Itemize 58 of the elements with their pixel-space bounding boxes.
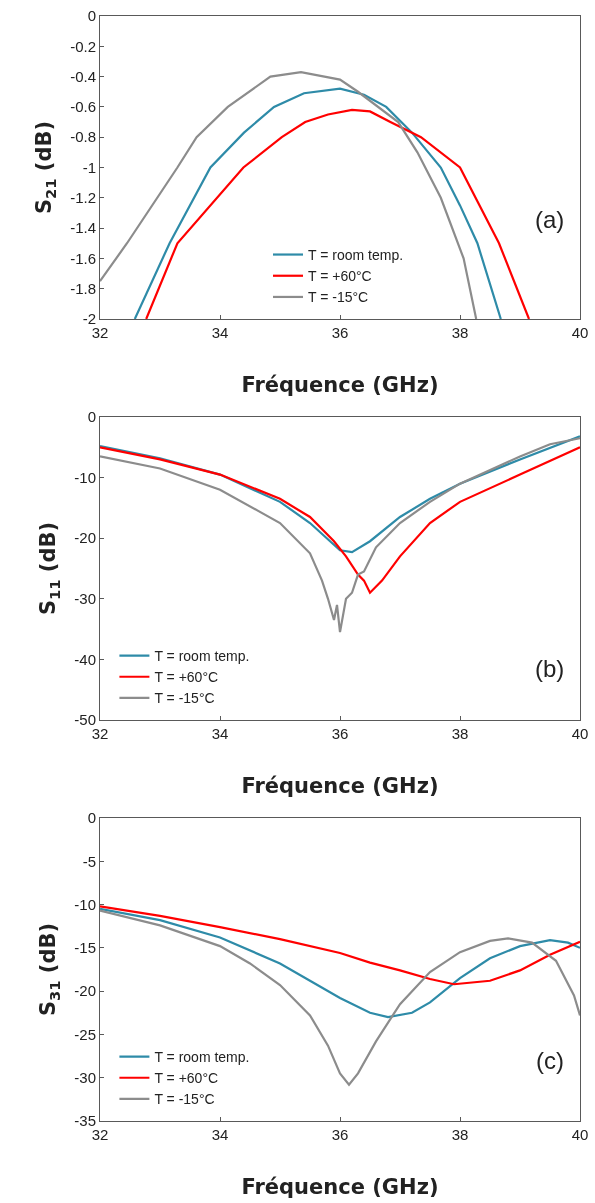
legend-label: T = +60°C xyxy=(154,669,219,686)
x-axis-title: Fréquence (GHz) xyxy=(241,1175,439,1199)
y-tick-label: 0 xyxy=(87,809,96,827)
y-tick-label: -1 xyxy=(82,158,96,176)
annotation: (c) xyxy=(536,1047,564,1074)
x-tick-label: 36 xyxy=(331,324,349,341)
y-tick-label: -20 xyxy=(74,529,96,547)
line-series xyxy=(100,907,580,1019)
x-tick-label: 36 xyxy=(331,725,349,742)
legend-label: T = +60°C xyxy=(308,268,372,285)
y-tick-label: -25 xyxy=(74,1025,96,1043)
y-tick-label: -0.8 xyxy=(70,128,96,146)
y-tick-label: -0.4 xyxy=(70,67,96,85)
x-tick-label: 40 xyxy=(571,1126,589,1143)
legend-label: T = room temp. xyxy=(308,247,404,263)
x-axis-title: Fréquence (GHz) xyxy=(241,774,439,798)
y-tick-label: -0.6 xyxy=(70,98,96,116)
y-tick-label: -10 xyxy=(74,895,96,913)
x-tick-label: 34 xyxy=(211,725,229,742)
y-tick-label: -20 xyxy=(74,982,96,1000)
line-series xyxy=(145,108,531,319)
legend-label: T = -15°C xyxy=(308,289,369,306)
y-tick-label: -1.4 xyxy=(70,219,96,237)
x-tick-label: 34 xyxy=(211,324,229,341)
annotation: (a) xyxy=(535,206,565,233)
line-series xyxy=(100,909,580,1086)
x-tick-label: 40 xyxy=(571,725,589,742)
y-tick-label: -15 xyxy=(74,939,96,957)
y-tick-label: -30 xyxy=(74,1068,96,1086)
x-tick-label: 40 xyxy=(571,324,589,341)
y-tick-label: -30 xyxy=(74,590,96,608)
legend-label: T = -15°C xyxy=(154,1091,215,1108)
x-tick-label: 38 xyxy=(451,725,469,742)
legend-label: T = room temp. xyxy=(154,1049,250,1065)
legend-label: T = -15°C xyxy=(154,690,215,707)
line-series xyxy=(100,905,580,986)
line-series xyxy=(100,435,580,554)
y-tick-label: -1.6 xyxy=(70,249,96,267)
annotation: (b) xyxy=(535,655,565,682)
line-series xyxy=(100,70,478,319)
x-tick-label: 38 xyxy=(451,324,469,341)
y-tick-label: -5 xyxy=(82,852,96,870)
y-tick-label: -10 xyxy=(74,468,96,486)
y-tick-label: 0 xyxy=(87,408,96,426)
y-tick-label: -1.2 xyxy=(70,189,96,207)
x-axis-title: Fréquence (GHz) xyxy=(241,373,439,397)
line-series xyxy=(100,437,580,634)
y-tick-label: -1.8 xyxy=(70,279,96,297)
x-tick-label: 34 xyxy=(211,1126,229,1143)
x-tick-label: 38 xyxy=(451,1126,469,1143)
y-tick-label: -0.2 xyxy=(70,37,96,55)
y-tick-label: -40 xyxy=(74,650,96,668)
y-tick-label: 0 xyxy=(87,7,96,25)
line-series xyxy=(100,446,580,594)
x-tick-label: 36 xyxy=(331,1126,349,1143)
legend-label: T = room temp. xyxy=(154,648,250,664)
legend-label: T = +60°C xyxy=(154,1070,219,1087)
line-series xyxy=(133,87,502,319)
